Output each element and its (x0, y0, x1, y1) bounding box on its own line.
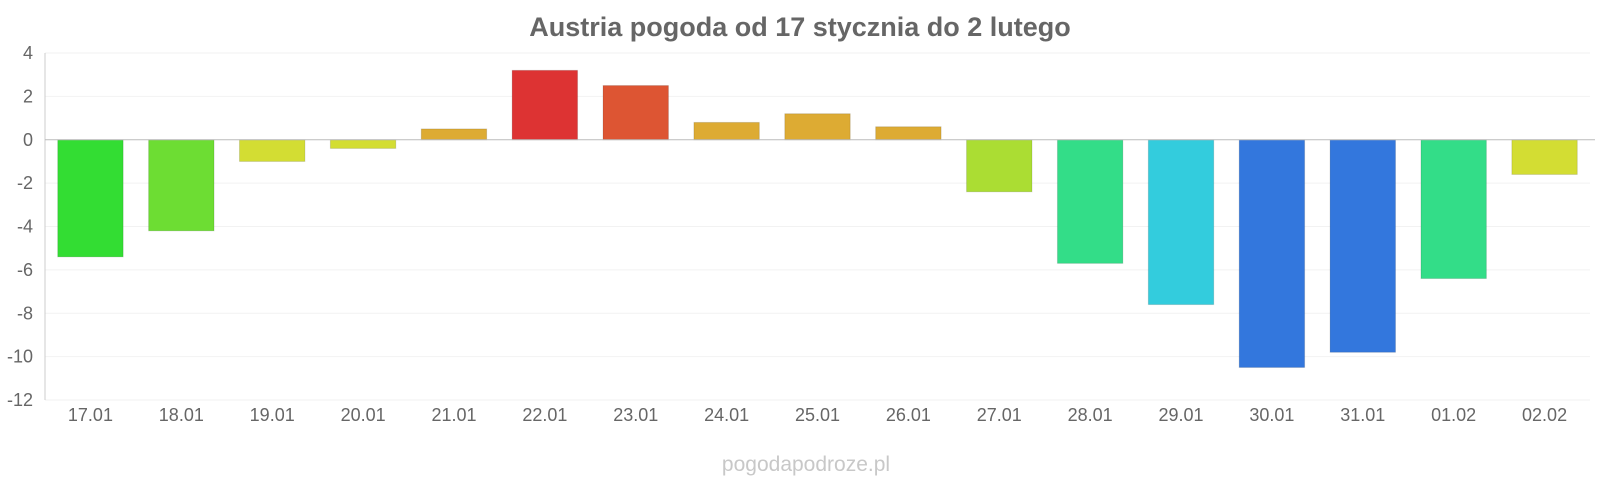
x-tick-label: 31.01 (1340, 405, 1385, 425)
bar-29.01[interactable] (1147, 139, 1215, 306)
x-tick-label: 29.01 (1159, 405, 1204, 425)
x-tick-label: 23.01 (613, 405, 658, 425)
grid-lines (45, 52, 1590, 401)
bar-02.02[interactable] (1511, 139, 1578, 175)
y-tick-label: 0 (23, 130, 33, 150)
bar-20.01[interactable] (329, 139, 397, 149)
x-tick-label: 26.01 (886, 405, 931, 425)
x-tick-label: 21.01 (431, 405, 476, 425)
bars (57, 69, 1578, 368)
watermark: pogodapodroze.pl (722, 453, 890, 476)
y-tick-label: -6 (17, 260, 33, 280)
bar-22.01[interactable] (511, 69, 579, 141)
bar-27.01[interactable] (966, 139, 1033, 193)
y-tick-label: 2 (23, 86, 33, 106)
y-axis-ticks: 4 2 0 -2 -4 -6 -8 -10 -12 (7, 43, 33, 410)
x-tick-label: 25.01 (795, 405, 840, 425)
y-tick-label: -2 (17, 173, 33, 193)
x-tick-label: 20.01 (341, 405, 386, 425)
x-tick-label: 27.01 (977, 405, 1022, 425)
x-tick-label: 19.01 (250, 405, 295, 425)
bar-17.01[interactable] (57, 139, 124, 258)
bar-18.01[interactable] (148, 139, 215, 232)
bar-26.01[interactable] (875, 126, 942, 141)
bar-30.01[interactable] (1238, 139, 1306, 368)
x-tick-label: 30.01 (1249, 405, 1294, 425)
x-tick-label: 22.01 (522, 405, 567, 425)
bar-24.01[interactable] (693, 121, 760, 141)
bar-31.01[interactable] (1329, 139, 1397, 353)
x-axis-ticks: 17.01 18.01 19.01 20.01 21.01 22.01 23.01 24.01… (68, 405, 1567, 425)
x-tick-label: 01.02 (1431, 405, 1476, 425)
x-tick-label: 24.01 (704, 405, 749, 425)
bar-28.01[interactable] (1056, 139, 1124, 264)
chart-title: Austria pogoda od 17 stycznia do 2 luteg… (529, 12, 1071, 42)
y-tick-label: -4 (17, 217, 33, 237)
bar-01.02[interactable] (1420, 139, 1487, 280)
y-tick-label: -10 (7, 347, 33, 367)
bar-23.01[interactable] (602, 85, 669, 141)
y-tick-label: -8 (17, 303, 33, 323)
x-tick-label: 17.01 (68, 405, 113, 425)
x-tick-label: 02.02 (1522, 405, 1567, 425)
x-tick-label: 28.01 (1068, 405, 1113, 425)
x-tick-label: 18.01 (159, 405, 204, 425)
y-tick-label: 4 (23, 43, 33, 63)
bar-19.01[interactable] (238, 139, 306, 162)
y-tick-label: -12 (7, 390, 33, 410)
bar-21.01[interactable] (420, 128, 488, 141)
bar-25.01[interactable] (784, 113, 851, 141)
axes (44, 53, 1595, 400)
